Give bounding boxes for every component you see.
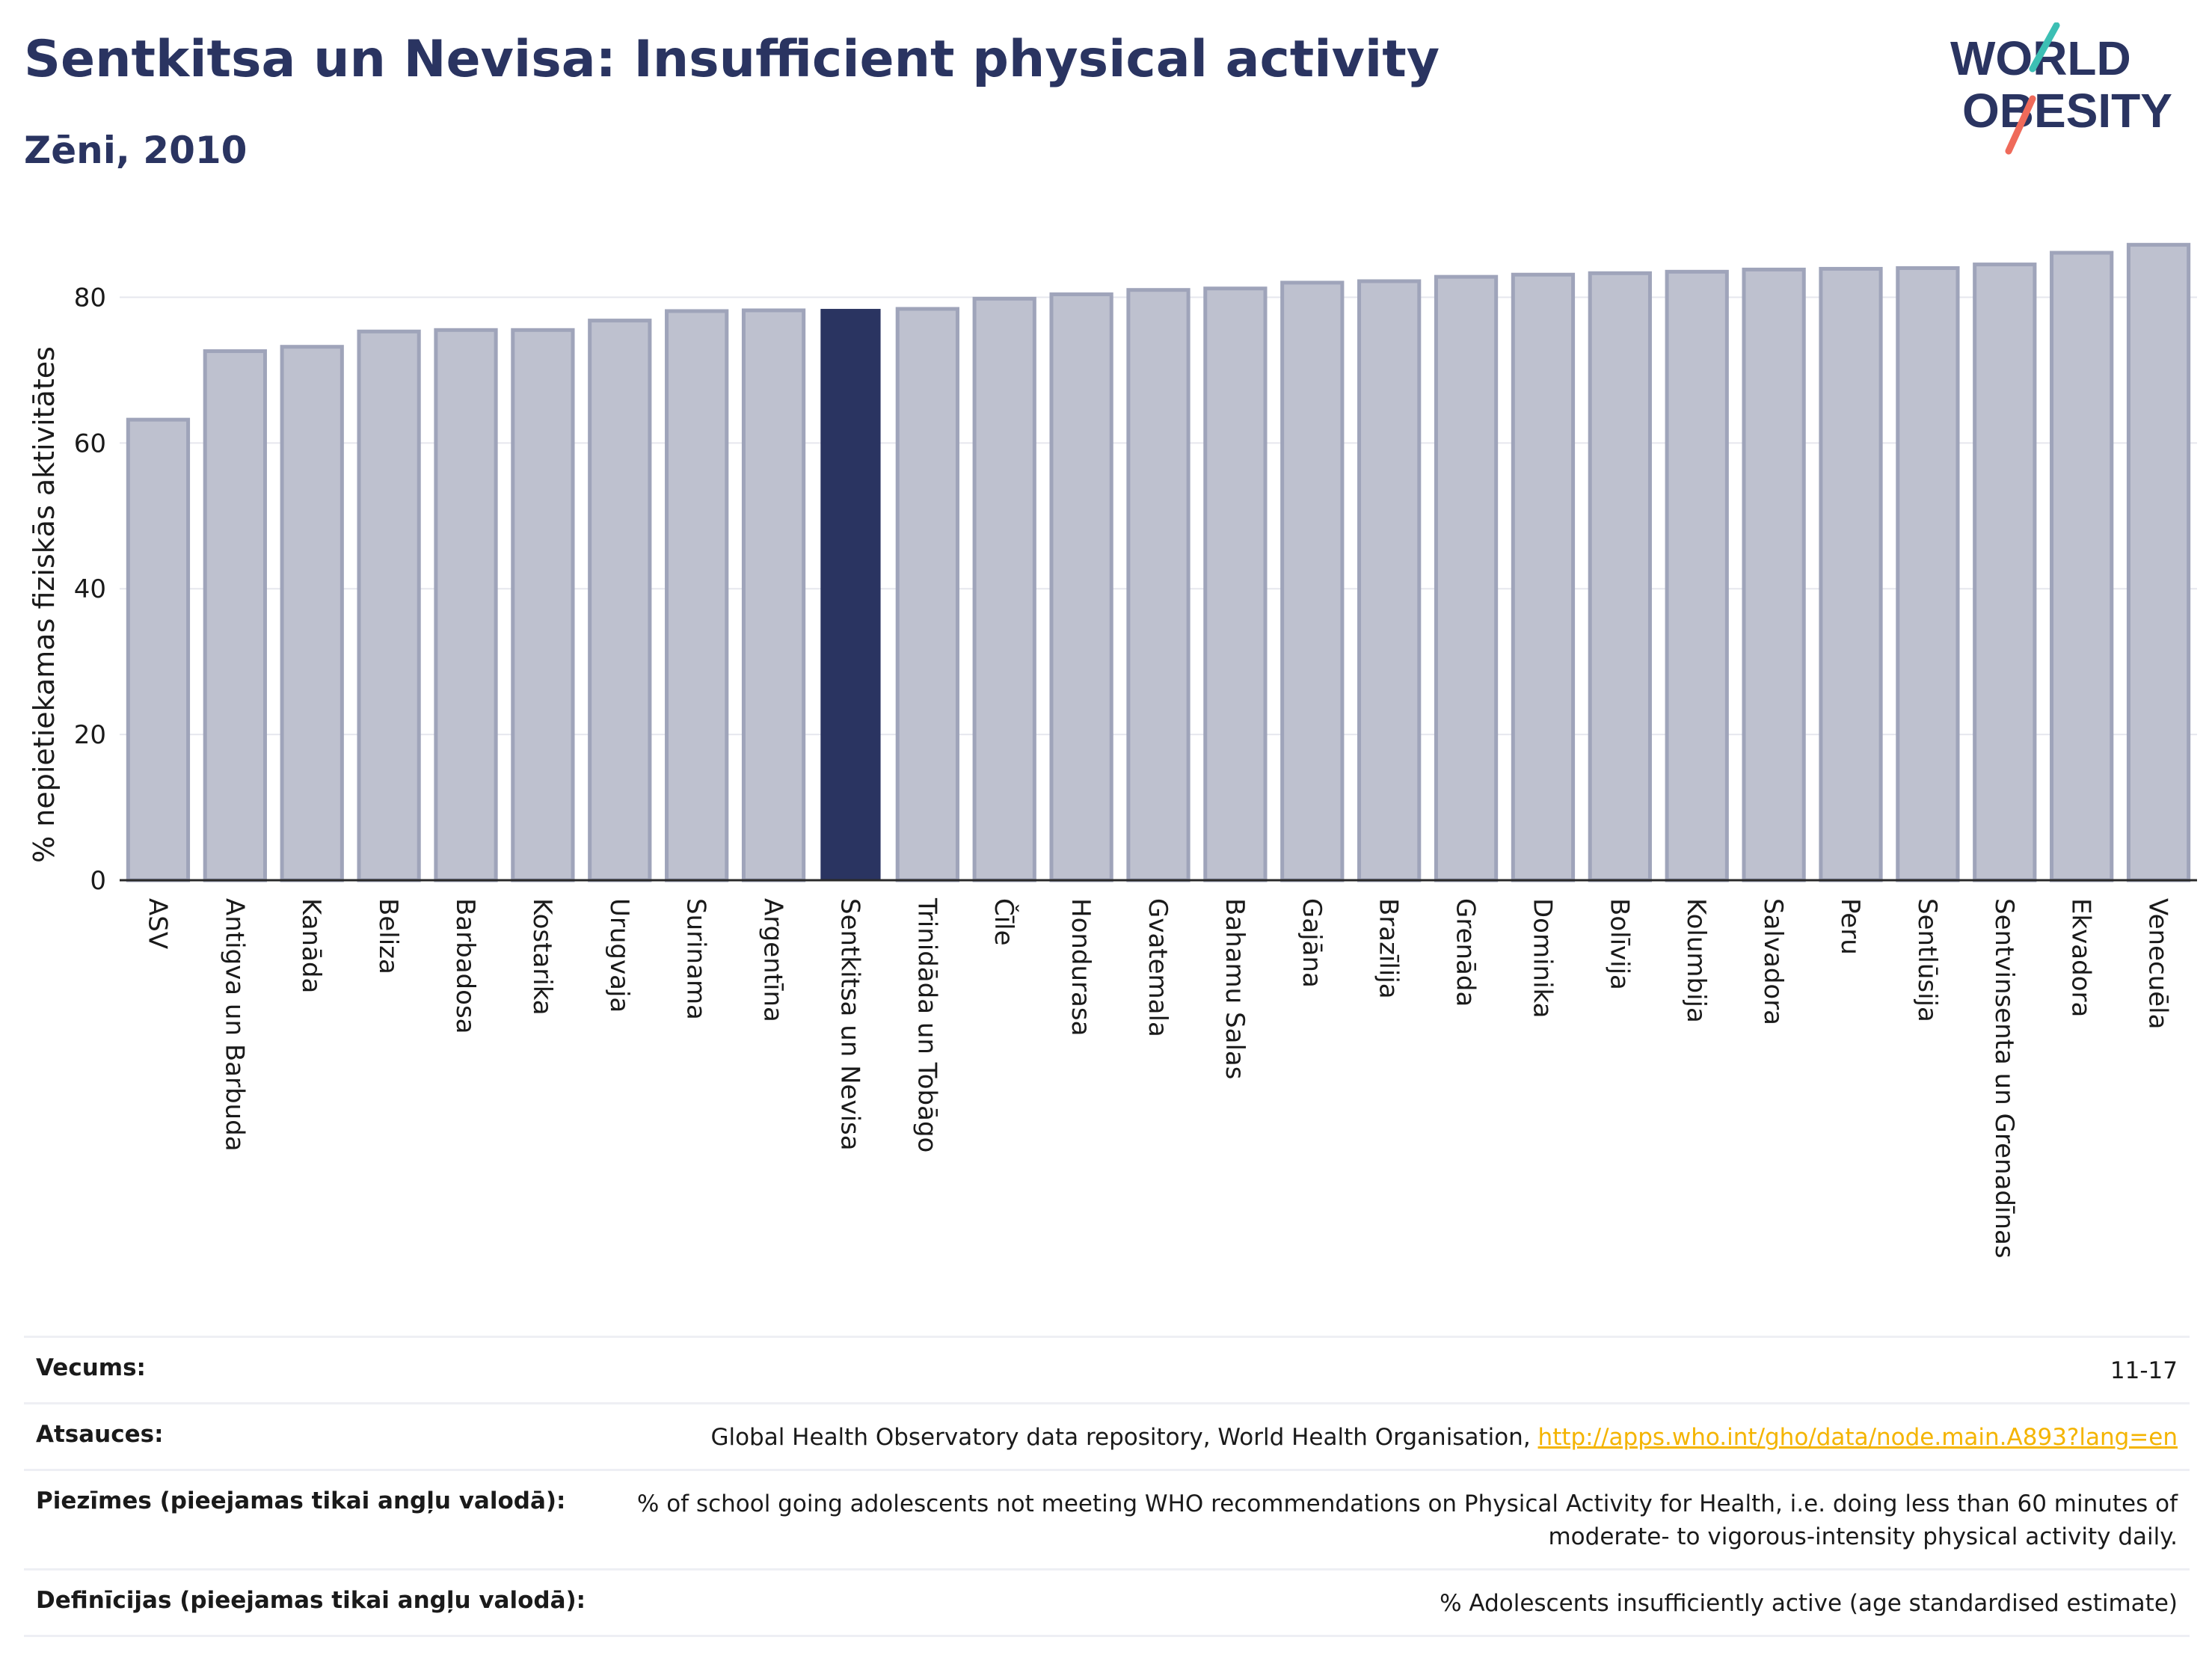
bar-8 [741, 308, 806, 882]
bar-24 [1973, 262, 2037, 882]
info-label: Vecums: [36, 1354, 146, 1381]
x-tick-label: Salvadora [1758, 898, 1788, 1025]
info-value: 11-17 [2110, 1357, 2178, 1384]
info-table: Vecums: 11-17 Atsauces: Global Health Ob… [24, 1336, 2190, 1638]
chart-title: Sentkitsa un Nevisa: Insufficient physic… [24, 30, 1440, 89]
source-text: Global Health Observatory data repositor… [710, 1424, 1538, 1452]
x-tick-label: Kolumbija [1681, 898, 1711, 1023]
bar-25 [2050, 251, 2114, 882]
logo-slash-teal [2029, 22, 2060, 73]
bar-11 [972, 296, 1036, 882]
x-tick-label: Barbadosa [450, 898, 480, 1034]
x-tick-label: Venecuēla [2143, 898, 2173, 1029]
x-tick-label: Sentvinsenta un Grenadīnas [1989, 898, 2019, 1259]
y-axis-label: % nepietiekamas fiziskās aktivitātes [28, 346, 61, 863]
x-tick-label: Hondurasa [1066, 898, 1096, 1036]
bar-14 [1203, 286, 1268, 882]
x-tick-label: Gvatemala [1143, 898, 1173, 1037]
x-tick-label: Sentkitsa un Nevisa [835, 898, 864, 1151]
bar-22 [1819, 266, 1883, 882]
axis-labels: 0 20 40 60 80 ASV Antigva un Barbuda Kanāda Beli… [28, 283, 2173, 1258]
bar-18 [1511, 272, 1576, 882]
x-tick-label: ASV [142, 898, 172, 949]
x-tick-label: Trinidāda un Tobāgo [912, 897, 941, 1152]
info-label: Piezīmes (pieejamas tikai angļu valodā): [36, 1487, 566, 1515]
bar-19 [1588, 271, 1652, 882]
chart-subtitle: Zēni, 2010 [24, 129, 248, 172]
x-tick-label: Beliza [373, 898, 403, 974]
info-row-notes: Piezīmes (pieejamas tikai angļu valodā):… [24, 1469, 2190, 1568]
y-tick-label: 40 [74, 574, 106, 604]
info-row-definitions: Definīcijas (pieejamas tikai angļu valod… [24, 1568, 2190, 1638]
x-tick-label: Kostarika [527, 898, 557, 1016]
bar-1 [203, 349, 267, 882]
logo-line2: OBESITY [1962, 84, 2172, 138]
bar-26 [2126, 242, 2191, 882]
bar-chart: 0 20 40 60 80 ASV Antigva un Barbuda Kanāda Beli… [28, 242, 2197, 1259]
bar-15 [1280, 280, 1345, 882]
x-tick-label: Antigva un Barbuda [219, 898, 249, 1152]
x-tick-label: Brazīlija [1374, 898, 1404, 999]
bar-16 [1357, 279, 1422, 882]
x-tick-label: Sentlūsija [1912, 898, 1942, 1022]
info-value: % Adolescents insufficiently active (age… [1440, 1590, 2178, 1618]
bar-9 [820, 309, 881, 881]
x-tick-label: Argentīna [758, 898, 788, 1022]
x-tick-label: Bahamu Salas [1220, 898, 1250, 1079]
x-tick-label: Grenāda [1451, 898, 1481, 1007]
info-row-sources: Atsauces: Global Health Observatory data… [24, 1402, 2190, 1469]
info-value: Global Health Observatory data repositor… [710, 1421, 2178, 1454]
info-row-age: Vecums: 11-17 [24, 1336, 2190, 1402]
bar-2 [280, 345, 344, 882]
y-tick-label: 0 [90, 866, 106, 896]
bar-6 [588, 319, 652, 882]
bar-20 [1665, 269, 1729, 882]
bar-3 [357, 329, 421, 882]
y-tick-label: 60 [74, 429, 106, 458]
bar-4 [434, 328, 498, 882]
bar-5 [511, 328, 575, 882]
info-label: Definīcijas (pieejamas tikai angļu valod… [36, 1587, 586, 1615]
source-link[interactable]: http://apps.who.int/gho/data/node.main.A… [1537, 1424, 2178, 1452]
info-value: % of school going adolescents not meetin… [636, 1490, 2178, 1551]
x-tick-label: Čīle [989, 898, 1019, 946]
logo-slash-coral [2005, 95, 2036, 155]
x-tick-label: Bolīvija [1604, 898, 1634, 990]
bar-12 [1049, 292, 1113, 882]
bar-7 [665, 309, 729, 882]
y-tick-label: 80 [74, 283, 106, 313]
bars [126, 242, 2191, 882]
bar-17 [1434, 274, 1499, 882]
x-tick-label: Ekvadora [2066, 898, 2096, 1017]
x-tick-label: Peru [1835, 898, 1865, 955]
bar-0 [126, 417, 191, 882]
y-tick-label: 20 [74, 720, 106, 750]
bar-10 [895, 307, 959, 882]
bar-23 [1896, 265, 1960, 882]
x-tick-label: Dominika [1527, 898, 1557, 1018]
info-label: Atsauces: [36, 1421, 164, 1449]
x-tick-label: Gajāna [1297, 898, 1327, 988]
world-obesity-logo: WORLD OBESITY [1950, 22, 2172, 155]
bar-13 [1126, 288, 1191, 882]
x-tick-label: Surinama [681, 898, 711, 1020]
x-tick-label: Kanāda [296, 898, 326, 993]
x-tick-label: Urugvaja [604, 898, 634, 1013]
bar-21 [1742, 267, 1806, 882]
